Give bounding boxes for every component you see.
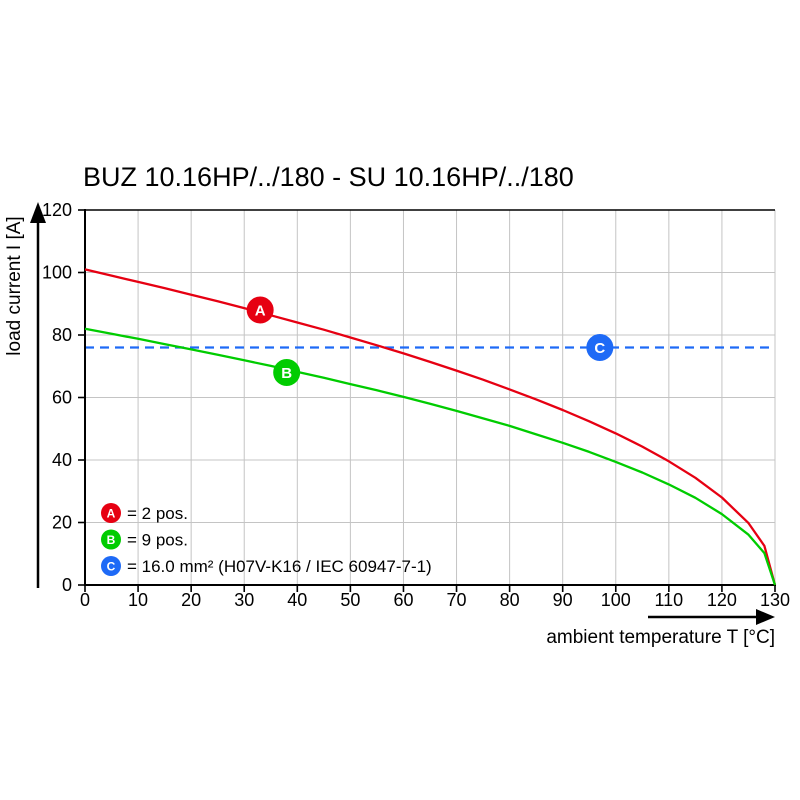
y-tick-label: 0: [62, 575, 72, 595]
curve-a: [84, 268, 777, 586]
x-tick-label: 80: [500, 590, 520, 610]
legend-marker-letter-c: C: [107, 560, 116, 574]
marker-c: [586, 334, 614, 361]
x-tick-label: 130: [760, 590, 790, 610]
y-tick-label: 120: [42, 200, 72, 220]
legend-marker-letter-a: A: [107, 507, 116, 521]
plot-area: 0 10 20 30 40 50 60 70 80 90 100 110 120 130 0 20 40 60 80…: [42, 200, 790, 610]
y-tick-label: 60: [52, 388, 72, 408]
legend-marker-c: [101, 556, 121, 576]
legend-marker-b: [101, 529, 121, 550]
x-tick-label: 120: [707, 590, 737, 610]
x-tick-label: 20: [181, 590, 201, 610]
x-tick-label: 50: [340, 590, 360, 610]
x-tick-label: 0: [80, 590, 90, 610]
marker-a: [246, 296, 274, 324]
x-axis-arrowhead-icon: [756, 609, 775, 625]
x-tick-label: 110: [654, 590, 683, 610]
marker-letter-c: C: [594, 340, 605, 357]
chart-title: BUZ 10.16HP/../180 - SU 10.16HP/../180: [83, 162, 574, 192]
legend-label-c: = 16.0 mm² (H07V-K16 / IEC 60947-7-1): [127, 557, 432, 576]
x-axis-label: ambient temperature T [°C]: [546, 627, 775, 648]
y-tick-label: 100: [42, 263, 72, 283]
x-tick-label: 40: [287, 590, 307, 610]
y-tick-label: 80: [52, 325, 72, 345]
curve-b: [84, 327, 777, 586]
x-tick-label: 10: [128, 590, 148, 610]
legend-marker-a: [101, 503, 121, 523]
y-tick-label: 40: [52, 450, 72, 470]
y-axis-label: load current I [A]: [4, 216, 25, 355]
x-tick-label: 100: [601, 590, 631, 610]
x-axis-arrow: [648, 609, 775, 625]
marker-letter-b: B: [281, 365, 292, 382]
y-axis-arrowhead-icon: [30, 202, 46, 223]
legend-marker-letter-b: B: [107, 533, 116, 547]
marker-b: [273, 359, 301, 386]
x-tick-label: 30: [234, 590, 254, 610]
x-tick-label: 70: [447, 590, 467, 610]
x-tick-label: 60: [393, 590, 413, 610]
x-tick-label: 90: [553, 590, 573, 610]
y-axis-arrow: [30, 202, 46, 588]
y-tick-label: 20: [52, 513, 72, 533]
marker-letter-a: A: [255, 303, 266, 320]
legend-label-a: = 2 pos.: [127, 504, 188, 523]
legend-label-b: = 9 pos.: [127, 531, 188, 550]
